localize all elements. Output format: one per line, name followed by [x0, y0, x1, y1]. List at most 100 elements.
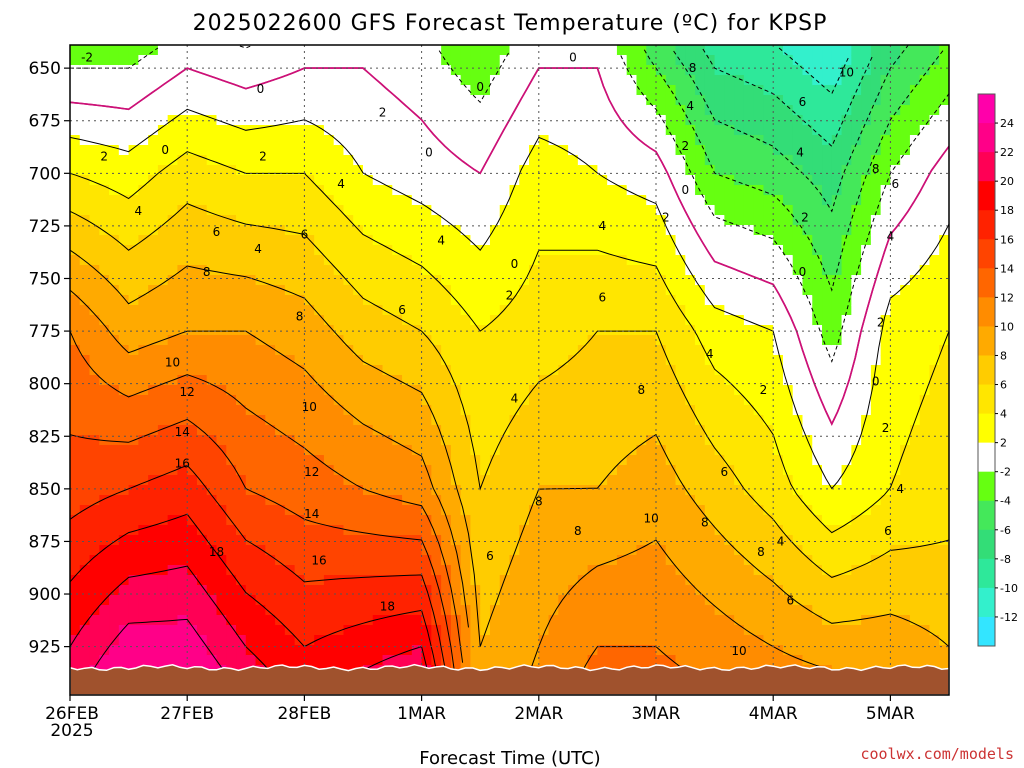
- temperature-cell: [782, 575, 794, 586]
- temperature-cell: [402, 555, 413, 566]
- temperature-cell: [304, 95, 315, 106]
- temperature-cell: [109, 515, 120, 526]
- temperature-cell: [128, 95, 139, 106]
- temperature-cell: [314, 335, 325, 346]
- temperature-cell: [470, 215, 481, 226]
- temperature-cell: [275, 315, 286, 326]
- temperature-cell: [79, 645, 91, 656]
- temperature-cell: [363, 285, 374, 296]
- temperature-cell: [597, 635, 608, 646]
- temperature-cell: [441, 135, 452, 146]
- temperature-cell: [206, 585, 218, 596]
- temperature-cell: [275, 255, 286, 266]
- temperature-cell: [763, 535, 774, 546]
- temperature-cell: [79, 575, 91, 586]
- temperature-cell: [187, 175, 198, 186]
- temperature-cell: [294, 635, 305, 646]
- temperature-cell: [587, 495, 598, 506]
- temperature-cell: [196, 55, 208, 66]
- temperature-cell: [89, 75, 100, 86]
- temperature-cell: [724, 335, 735, 346]
- temperature-cell: [753, 445, 765, 456]
- temperature-cell: [587, 155, 598, 166]
- temperature-cell: [79, 415, 91, 426]
- temperature-cell: [714, 45, 725, 56]
- temperature-cell: [294, 545, 305, 556]
- temperature-cell: [118, 445, 130, 456]
- temperature-cell: [89, 235, 100, 246]
- temperature-cell: [792, 445, 804, 456]
- temperature-cell: [89, 625, 100, 636]
- temperature-cell: [382, 625, 393, 636]
- temperature-cell: [157, 525, 169, 536]
- temperature-cell: [704, 425, 716, 436]
- temperature-cell: [499, 605, 511, 616]
- temperature-cell: [206, 495, 218, 506]
- temperature-cell: [714, 495, 725, 506]
- temperature-cell: [304, 325, 315, 336]
- temperature-cell: [656, 495, 667, 506]
- temperature-cell: [294, 535, 305, 546]
- temperature-cell: [812, 575, 823, 586]
- temperature-cell: [79, 555, 91, 566]
- temperature-cell: [294, 275, 305, 286]
- temperature-cell: [812, 455, 823, 466]
- temperature-cell: [167, 325, 179, 336]
- temperature-cell: [353, 55, 364, 66]
- temperature-cell: [724, 255, 735, 266]
- temperature-cell: [773, 95, 784, 106]
- temperature-cell: [177, 335, 188, 346]
- temperature-cell: [138, 335, 149, 346]
- temperature-cell: [489, 215, 501, 226]
- temperature-cell: [157, 115, 169, 126]
- temperature-cell: [265, 365, 276, 376]
- temperature-cell: [284, 645, 296, 656]
- temperature-cell: [372, 175, 384, 186]
- temperature-cell: [333, 85, 345, 96]
- temperature-cell: [363, 475, 374, 486]
- temperature-cell: [450, 185, 462, 196]
- temperature-cell: [363, 615, 374, 626]
- temperature-cell: [138, 365, 149, 376]
- temperature-cell: [206, 185, 218, 196]
- temperature-cell: [128, 205, 139, 216]
- temperature-cell: [529, 205, 540, 216]
- temperature-cell: [616, 555, 628, 566]
- temperature-cell: [499, 615, 511, 626]
- temperature-cell: [206, 565, 218, 576]
- temperature-cell: [157, 465, 169, 476]
- temperature-cell: [763, 555, 774, 566]
- temperature-cell: [196, 645, 208, 656]
- temperature-cell: [646, 125, 657, 136]
- temperature-cell: [724, 495, 735, 506]
- temperature-cell: [265, 545, 276, 556]
- temperature-cell: [616, 275, 628, 286]
- temperature-cell: [402, 545, 413, 556]
- temperature-cell: [99, 225, 110, 236]
- temperature-cell: [753, 605, 765, 616]
- temperature-cell: [177, 275, 188, 286]
- temperature-cell: [753, 615, 765, 626]
- temperature-cell: [460, 155, 472, 166]
- temperature-cell: [734, 55, 745, 66]
- temperature-cell: [441, 105, 452, 116]
- temperature-cell: [489, 545, 501, 556]
- temperature-cell: [519, 105, 530, 116]
- temperature-cell: [421, 625, 432, 636]
- temperature-cell: [392, 125, 403, 136]
- temperature-cell: [265, 165, 276, 176]
- temperature-cell: [665, 375, 677, 386]
- temperature-cell: [196, 85, 208, 96]
- temperature-cell: [196, 525, 208, 536]
- temperature-cell: [499, 245, 511, 256]
- temperature-cell: [646, 85, 657, 96]
- temperature-cell: [304, 335, 315, 346]
- temperature-cell: [304, 385, 315, 396]
- temperature-cell: [656, 625, 667, 636]
- temperature-cell: [450, 165, 462, 176]
- temperature-cell: [538, 405, 550, 416]
- temperature-cell: [782, 185, 794, 196]
- temperature-cell: [421, 605, 432, 616]
- temperature-cell: [216, 595, 227, 606]
- temperature-cell: [704, 305, 716, 316]
